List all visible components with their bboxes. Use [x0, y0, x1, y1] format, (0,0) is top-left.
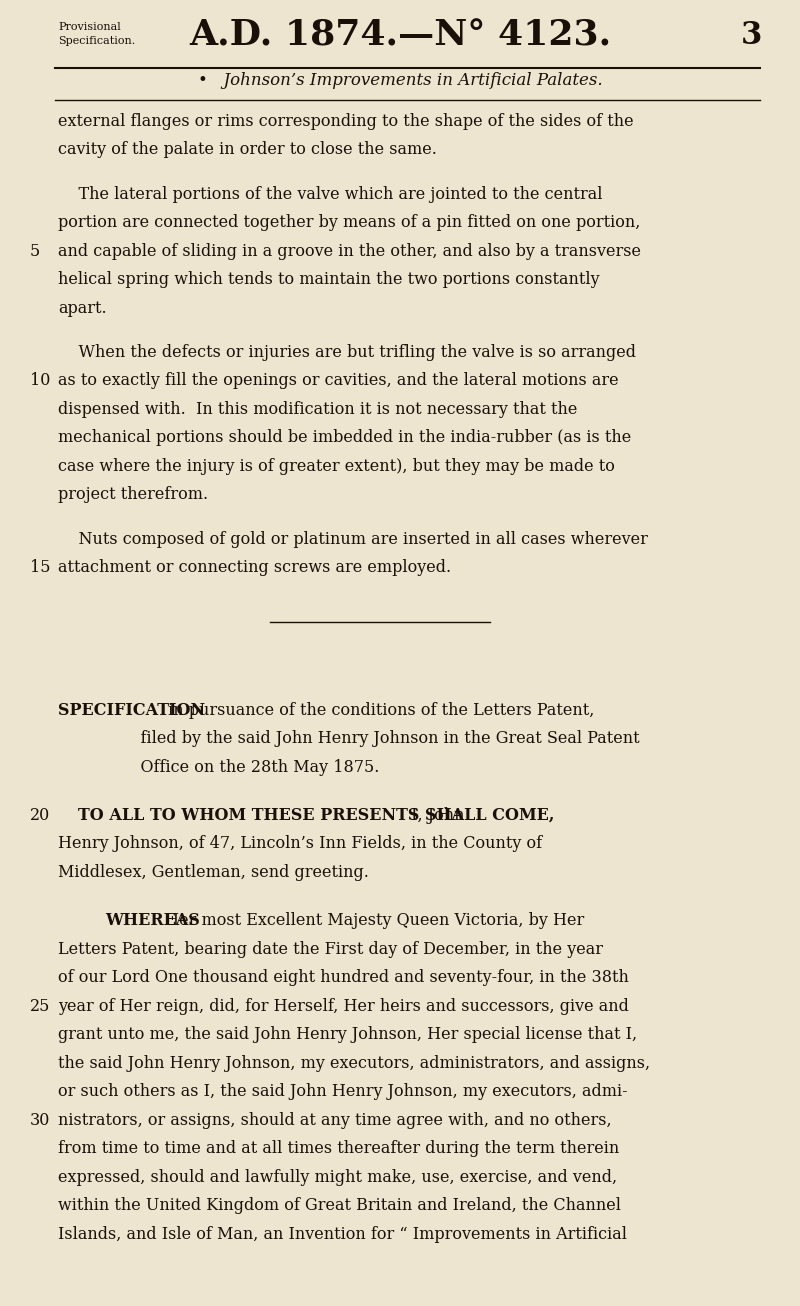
Text: cavity of the palate in order to close the same.: cavity of the palate in order to close t… [58, 141, 437, 158]
Text: •   Johnson’s Improvements in Artificial Palates.: • Johnson’s Improvements in Artificial P… [198, 72, 602, 89]
Text: within the United Kingdom of Great Britain and Ireland, the Channel: within the United Kingdom of Great Brita… [58, 1198, 621, 1215]
Text: grant unto me, the said John Henry Johnson, Her special license that I,: grant unto me, the said John Henry Johns… [58, 1027, 637, 1043]
Text: Henry Johnson, of 47, Lincoln’s Inn Fields, in the County of: Henry Johnson, of 47, Lincoln’s Inn Fiel… [58, 836, 542, 853]
Text: When the defects or injuries are but trifling the valve is so arranged: When the defects or injuries are but tri… [58, 343, 636, 360]
Text: mechanical portions should be imbedded in the india-rubber (as is the: mechanical portions should be imbedded i… [58, 430, 631, 447]
Text: Middlesex, Gentleman, send greeting.: Middlesex, Gentleman, send greeting. [58, 865, 369, 882]
Text: case where the injury is of greater extent), but they may be made to: case where the injury is of greater exte… [58, 458, 615, 475]
Text: 10: 10 [30, 372, 50, 389]
Text: Nuts composed of gold or platinum are inserted in all cases wherever: Nuts composed of gold or platinum are in… [58, 530, 648, 547]
Text: Office on the 28th May 1875.: Office on the 28th May 1875. [120, 759, 379, 776]
Text: portion are connected together by means of a pin fitted on one portion,: portion are connected together by means … [58, 214, 640, 231]
Text: Letters Patent, bearing date the First day of December, in the year: Letters Patent, bearing date the First d… [58, 940, 603, 957]
Text: from time to time and at all times thereafter during the term therein: from time to time and at all times there… [58, 1140, 619, 1157]
Text: 30: 30 [30, 1111, 50, 1128]
Text: year of Her reign, did, for Herself, Her heirs and successors, give and: year of Her reign, did, for Herself, Her… [58, 998, 629, 1015]
Text: as to exactly fill the openings or cavities, and the lateral motions are: as to exactly fill the openings or cavit… [58, 372, 618, 389]
Text: 3: 3 [741, 20, 762, 51]
Text: Provisional: Provisional [58, 22, 121, 33]
Text: of our Lord One thousand eight hundred and seventy-four, in the 38th: of our Lord One thousand eight hundred a… [58, 969, 629, 986]
Text: 5: 5 [30, 243, 40, 260]
Text: A.D. 1874.—N° 4123.: A.D. 1874.—N° 4123. [189, 18, 611, 52]
Text: nistrators, or assigns, should at any time agree with, and no others,: nistrators, or assigns, should at any ti… [58, 1111, 612, 1128]
Text: the said John Henry Johnson, my executors, administrators, and assigns,: the said John Henry Johnson, my executor… [58, 1055, 650, 1072]
Text: helical spring which tends to maintain the two portions constantly: helical spring which tends to maintain t… [58, 272, 600, 289]
Text: 25: 25 [30, 998, 50, 1015]
Text: attachment or connecting screws are employed.: attachment or connecting screws are empl… [58, 559, 451, 576]
Text: TO ALL TO WHOM THESE PRESENTS SHALL COME,: TO ALL TO WHOM THESE PRESENTS SHALL COME… [78, 807, 554, 824]
Text: The lateral portions of the valve which are jointed to the central: The lateral portions of the valve which … [58, 185, 602, 202]
Text: apart.: apart. [58, 299, 106, 316]
Text: Specification.: Specification. [58, 37, 135, 46]
Text: and capable of sliding in a groove in the other, and also by a transverse: and capable of sliding in a groove in th… [58, 243, 641, 260]
Text: Islands, and Isle of Man, an Invention for “ Improvements in Artificial: Islands, and Isle of Man, an Invention f… [58, 1226, 627, 1243]
Text: or such others as I, the said John Henry Johnson, my executors, admi­: or such others as I, the said John Henry… [58, 1084, 628, 1101]
Text: WHEREAS: WHEREAS [105, 913, 200, 930]
Text: 15: 15 [30, 559, 50, 576]
Text: expressed, should and lawfully might make, use, exercise, and vend,: expressed, should and lawfully might mak… [58, 1169, 617, 1186]
Text: I, John: I, John [406, 807, 465, 824]
Text: Her most Excellent Majesty Queen Victoria, by Her: Her most Excellent Majesty Queen Victori… [160, 913, 584, 930]
Text: SPECIFICATION: SPECIFICATION [58, 701, 205, 718]
Text: 20: 20 [30, 807, 50, 824]
Text: project therefrom.: project therefrom. [58, 486, 208, 503]
Text: filed by the said John Henry Johnson in the Great Seal Patent: filed by the said John Henry Johnson in … [120, 730, 640, 747]
Text: in pursuance of the conditions of the Letters Patent,: in pursuance of the conditions of the Le… [163, 701, 594, 718]
Text: external flanges or rims corresponding to the shape of the sides of the: external flanges or rims corresponding t… [58, 114, 634, 131]
Text: dispensed with.  In this modification it is not necessary that the: dispensed with. In this modification it … [58, 401, 578, 418]
